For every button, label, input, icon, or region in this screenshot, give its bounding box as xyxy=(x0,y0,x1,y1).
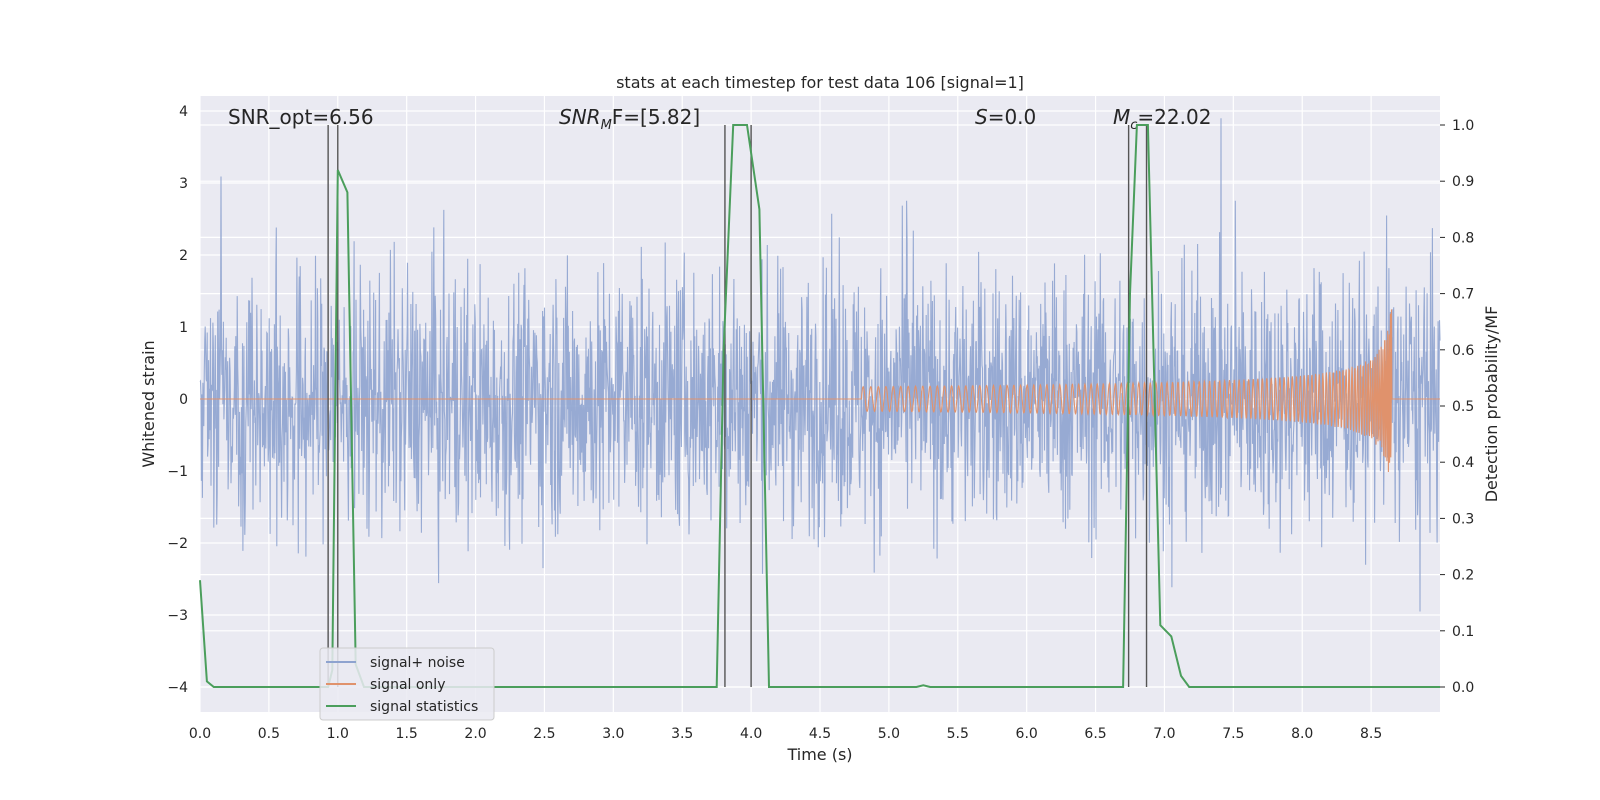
x-tick-label: 8.5 xyxy=(1360,726,1382,742)
x-tick-label: 0.5 xyxy=(258,726,280,742)
annotation-mc: Mc=22.02 xyxy=(1113,105,1211,133)
y-tick-label: −3 xyxy=(167,608,188,624)
annotation-s: S=0.0 xyxy=(975,105,1036,129)
annotation-snr-mf-main: SNR xyxy=(559,105,601,129)
y2-tick-label: 0.6 xyxy=(1452,343,1474,359)
x-tick-label: 7.0 xyxy=(1153,726,1175,742)
series-signal-only xyxy=(200,309,1440,473)
x-axis-label: Time (s) xyxy=(786,745,852,764)
y-tick-label: −1 xyxy=(167,464,188,480)
y-tick-label: 2 xyxy=(179,248,188,264)
x-tick-label: 8.0 xyxy=(1291,726,1313,742)
x-axis-ticks: 0.0 0.5 1.0 1.5 2.0 2.5 3.0 3.5 4.0 4.5 5.0 5.5 6.0 6… xyxy=(189,726,1382,742)
annotation-snr-mf: SNRMF=[5.82] xyxy=(559,105,700,133)
x-tick-label: 1.0 xyxy=(327,726,349,742)
signal-only-line xyxy=(200,309,1440,473)
annotation-snr-mf-rest: F=[5.82] xyxy=(612,105,700,129)
y2-tick-label: 0.1 xyxy=(1452,624,1474,640)
annotation-s-main: S xyxy=(975,105,988,129)
annotation-snr-mf-sub: M xyxy=(601,118,612,133)
legend-label-signal-statistics: signal statistics xyxy=(370,699,478,715)
annotation-s-rest: =0.0 xyxy=(988,105,1037,129)
annotation-snr-opt: SNR_opt=6.56 xyxy=(228,105,374,129)
x-tick-label: 5.0 xyxy=(878,726,900,742)
x-tick-label: 5.5 xyxy=(947,726,969,742)
y2-tick-label: 0.2 xyxy=(1452,568,1474,584)
x-tick-label: 6.5 xyxy=(1084,726,1106,742)
y2-tick-label: 0.9 xyxy=(1452,174,1474,190)
x-tick-label: 3.0 xyxy=(602,726,624,742)
annotation-mc-main: M xyxy=(1113,105,1130,129)
y2-axis-ticks: 1.0 0.9 0.8 0.7 0.6 0.5 0.4 0.3 0.2 0.1 0.0 xyxy=(1440,118,1474,696)
x-tick-label: 2.0 xyxy=(464,726,486,742)
x-tick-label: 4.0 xyxy=(740,726,762,742)
annotation-mc-sub: c xyxy=(1130,118,1137,133)
x-tick-label: 7.5 xyxy=(1222,726,1244,742)
chart-title: stats at each timestep for test data 106… xyxy=(616,73,1024,92)
legend: signal+ noise signal only signal statist… xyxy=(319,647,495,721)
annotation-mc-rest: =22.02 xyxy=(1137,105,1211,129)
y-tick-label: 1 xyxy=(179,320,188,336)
y-tick-label: −2 xyxy=(167,536,188,552)
y2-tick-label: 0.0 xyxy=(1452,680,1474,696)
y-tick-label: 3 xyxy=(179,176,188,192)
y-axis-label: Whitened strain xyxy=(139,340,158,467)
y2-tick-label: 1.0 xyxy=(1452,118,1474,134)
y-tick-label: −4 xyxy=(167,680,188,696)
y-tick-label: 0 xyxy=(179,392,188,408)
x-tick-label: 4.5 xyxy=(809,726,831,742)
x-tick-label: 6.0 xyxy=(1016,726,1038,742)
legend-box xyxy=(319,647,495,721)
y2-tick-label: 0.8 xyxy=(1452,230,1474,246)
legend-label-signal-only: signal only xyxy=(370,677,445,693)
y2-tick-label: 0.5 xyxy=(1452,399,1474,415)
x-tick-label: 2.5 xyxy=(533,726,555,742)
legend-label-signal-noise: signal+ noise xyxy=(370,655,465,671)
y-axis-ticks: 4 3 2 1 0 −1 −2 −3 −4 xyxy=(167,104,188,696)
x-tick-label: 1.5 xyxy=(396,726,418,742)
y2-tick-label: 0.7 xyxy=(1452,287,1474,303)
x-tick-label: 0.0 xyxy=(189,726,211,742)
y-tick-label: 4 xyxy=(179,104,188,120)
y2-tick-label: 0.3 xyxy=(1452,511,1474,527)
x-tick-label: 3.5 xyxy=(671,726,693,742)
y2-axis-label: Detection probability/MF xyxy=(1482,306,1501,503)
y2-tick-label: 0.4 xyxy=(1452,455,1474,471)
